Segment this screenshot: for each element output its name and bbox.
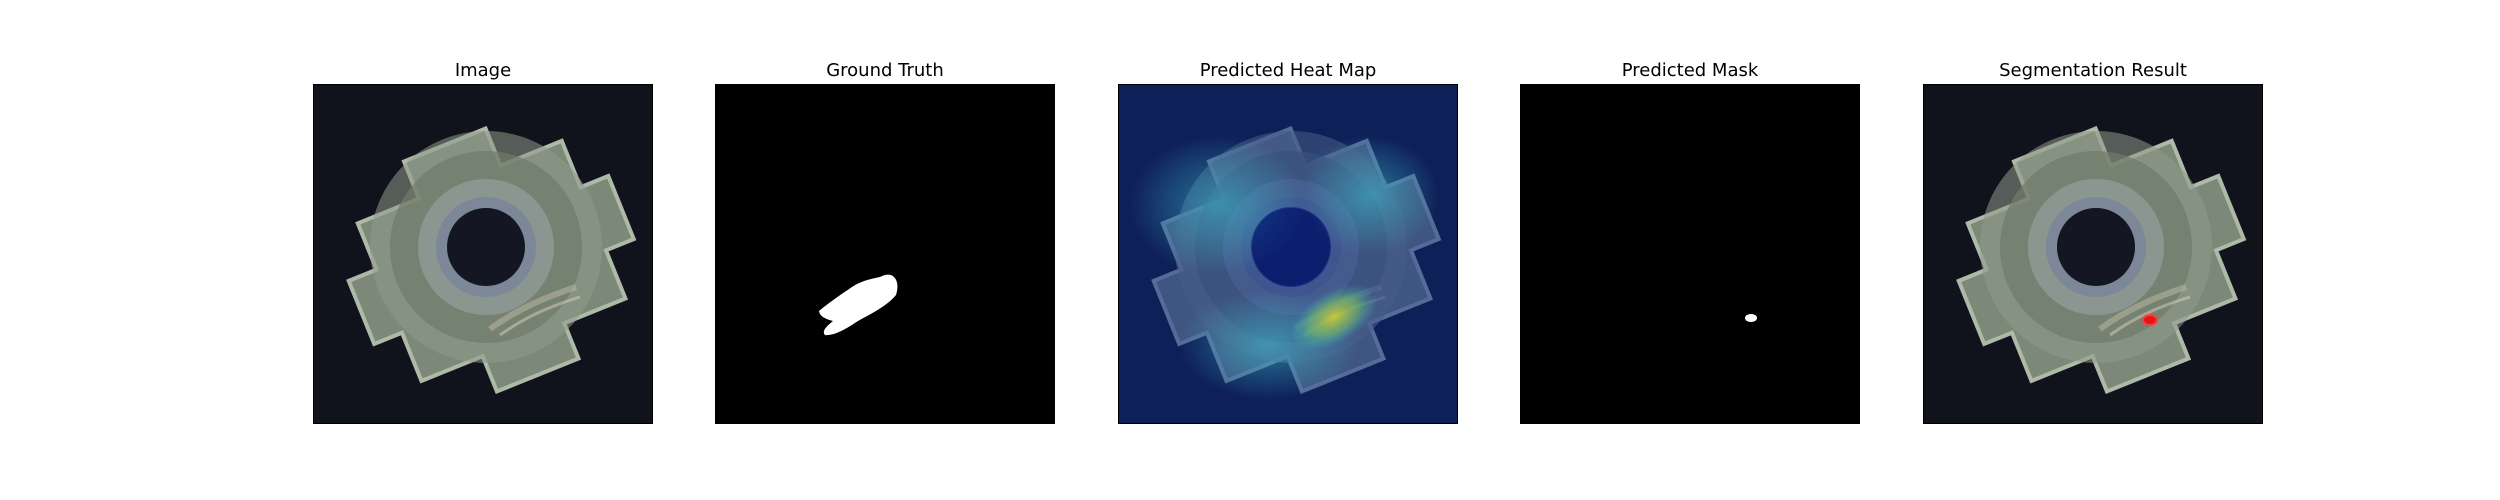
panel-title-ground-truth: Ground Truth — [826, 60, 944, 81]
image-heat-map — [1118, 84, 1458, 424]
image-predicted-mask — [1520, 84, 1860, 424]
panel-image: Image — [313, 58, 653, 424]
segmentation-overlay-spot — [2142, 314, 2158, 326]
panel-predicted-mask: Predicted Mask — [1520, 58, 1860, 424]
panel-segmentation-result: Segmentation Result — [1923, 58, 2263, 424]
panel-ground-truth: Ground Truth — [715, 58, 1055, 424]
predicted-defect-spot — [1745, 314, 1757, 322]
panel-title-predicted-mask: Predicted Mask — [1621, 60, 1759, 81]
image-segmentation-result — [1923, 84, 2263, 424]
panel-title-image: Image — [454, 60, 512, 81]
image-nut-photo — [313, 84, 653, 424]
panel-predicted-heat-map: Predicted Heat Map — [1118, 58, 1458, 424]
panel-title-segmentation-result: Segmentation Result — [1999, 60, 2187, 81]
image-ground-truth-mask — [715, 84, 1055, 424]
panel-title-heat-map: Predicted Heat Map — [1199, 60, 1377, 81]
defect-mask-region — [819, 274, 898, 336]
